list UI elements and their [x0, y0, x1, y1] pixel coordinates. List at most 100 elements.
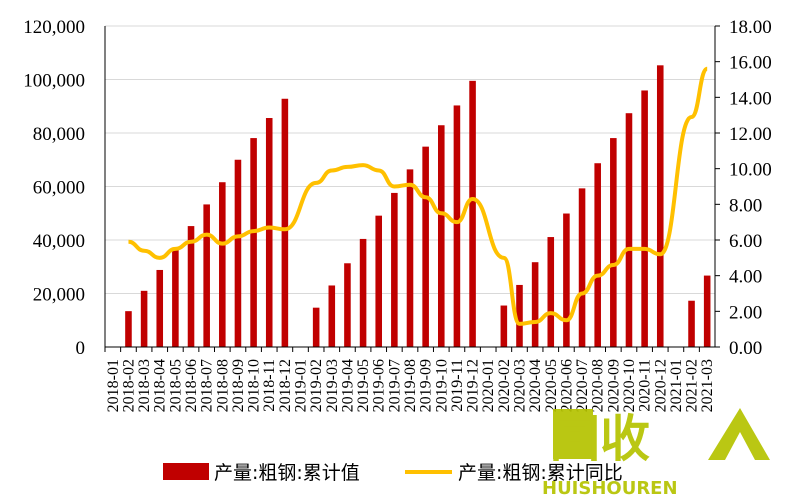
bar [422, 146, 429, 347]
y2-tick-label: 8.00 [729, 195, 762, 216]
bar [125, 311, 132, 347]
x-tick-label: 2018-11 [261, 359, 278, 412]
bar-series [125, 65, 711, 348]
x-tick-label: 2018-10 [246, 359, 263, 412]
x-tick-label: 2019-05 [355, 359, 372, 412]
y2-tick-label: 4.00 [729, 267, 762, 288]
bar [391, 192, 398, 347]
x-tick-label: 2019-01 [293, 359, 310, 412]
bar [625, 113, 633, 347]
y-tick-label: 80,000 [33, 124, 85, 145]
y2-tick-label: 0.00 [729, 338, 762, 359]
x-tick-label: 2020-03 [511, 359, 528, 412]
bar [406, 169, 414, 347]
x-tick-label: 2020-09 [605, 359, 622, 412]
y-tick-label: 20,000 [33, 285, 85, 306]
x-tick-label: 2019-03 [324, 359, 341, 412]
bar [328, 285, 336, 347]
bar [656, 65, 664, 347]
x-tick-label: 2020-05 [543, 359, 560, 412]
x-tick-label: 2019-07 [386, 359, 403, 412]
y2-tick-label: 16.00 [729, 53, 772, 74]
watermark-logo-text: 回收 [550, 410, 650, 468]
x-tick-label: 2019-06 [371, 359, 388, 412]
x-tick-label: 2020-12 [652, 359, 669, 412]
legend: 产量:粗钢:累计值 产量:粗钢:累计同比 [163, 462, 623, 484]
bar [187, 226, 195, 347]
x-tick-label: 2019-02 [308, 359, 325, 412]
y2-tick-label: 14.00 [729, 88, 772, 109]
y2-tick-label: 18.00 [729, 17, 772, 38]
bar [547, 237, 555, 347]
legend-line-label: 产量:粗钢:累计同比 [458, 462, 623, 484]
watermark-logo-box [553, 409, 593, 459]
y2-tick-label: 10.00 [729, 160, 772, 181]
bar [203, 204, 210, 347]
y-tick-label: 40,000 [33, 231, 85, 252]
x-tick-label: 2020-04 [527, 359, 544, 412]
x-tick-label: 2018-07 [199, 359, 216, 412]
bar [219, 182, 226, 347]
bar [250, 138, 257, 347]
y-tick-label: 0 [76, 338, 86, 359]
x-tick-label: 2018-03 [136, 359, 153, 412]
x-tick-label: 2018-01 [105, 359, 122, 412]
bar [281, 98, 289, 347]
bar [578, 188, 586, 347]
bar [375, 215, 383, 347]
bar [469, 80, 476, 348]
x-axis-ticks: 2018-012018-022018-032018-042018-052018-… [105, 359, 716, 412]
bar [500, 305, 508, 347]
x-tick-label: 2020-01 [480, 359, 497, 412]
x-tick-label: 2018-05 [167, 359, 184, 412]
x-tick-label: 2020-08 [590, 359, 607, 412]
y2-tick-label: 2.00 [729, 302, 762, 323]
y2-tick-label: 12.00 [729, 124, 772, 145]
bar [312, 307, 320, 347]
bar [641, 90, 648, 347]
left-axis-ticks: 0 20,000 40,000 60,000 80,000 100,000 120,000 [23, 17, 85, 359]
bar [531, 262, 539, 347]
y2-tick-label: 6.00 [729, 231, 762, 252]
x-tick-label: 2018-02 [120, 359, 137, 412]
bar [516, 284, 523, 347]
x-tick-label: 2019-11 [449, 359, 466, 412]
bar [234, 159, 242, 347]
x-tick-label: 2018-04 [152, 359, 169, 412]
y-tick-label: 60,000 [33, 178, 85, 199]
axes [104, 25, 720, 352]
bar [453, 105, 461, 347]
bar [563, 213, 570, 347]
right-axis-ticks: 0.00 2.00 4.00 6.00 8.00 10.00 12.00 14.00 16.00… [729, 17, 772, 359]
x-tick-label: 2021-03 [699, 359, 716, 412]
bar [359, 238, 367, 347]
x-tick-label: 2021-02 [684, 359, 701, 412]
x-tick-label: 2019-08 [402, 359, 419, 412]
legend-bar-label: 产量:粗钢:累计值 [214, 462, 360, 484]
y-tick-label: 100,000 [23, 71, 85, 92]
x-tick-label: 2019-12 [465, 359, 482, 412]
x-tick-label: 2019-04 [339, 359, 356, 412]
y-tick-label: 120,000 [23, 17, 85, 38]
x-tick-label: 2019-09 [418, 359, 435, 412]
watermark-sub-text: HUISHOUREN [542, 478, 678, 499]
bar [688, 300, 695, 347]
watermark: 回收 HUISHOUREN [542, 408, 770, 499]
x-tick-label: 2020-07 [574, 359, 591, 412]
x-tick-label: 2020-06 [558, 359, 575, 412]
legend-bar-swatch [163, 463, 209, 480]
bar [172, 247, 179, 347]
series-line [128, 66, 710, 326]
bar [344, 263, 351, 347]
x-tick-label: 2018-06 [183, 359, 200, 412]
bar [437, 125, 445, 348]
x-tick-label: 2020-02 [496, 359, 513, 412]
bar [265, 118, 273, 348]
line-series [128, 66, 710, 326]
bar [610, 138, 617, 347]
bar [703, 275, 711, 347]
x-tick-label: 2018-09 [230, 359, 247, 412]
x-tick-label: 2018-08 [214, 359, 231, 412]
x-tick-label: 2020-11 [637, 359, 654, 412]
